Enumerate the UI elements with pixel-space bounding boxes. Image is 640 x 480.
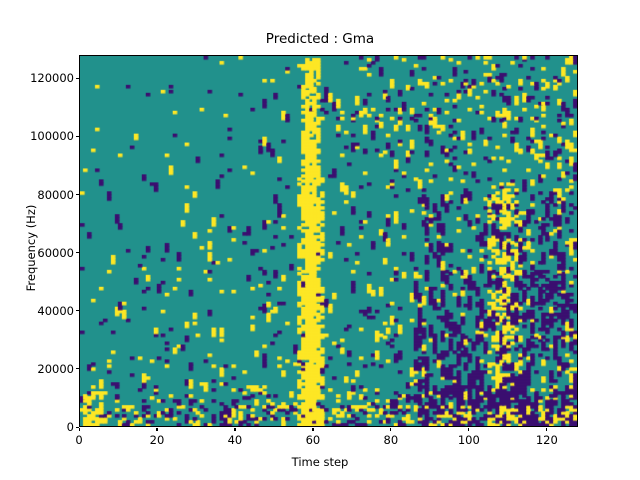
y-tick-label: 60000 bbox=[37, 245, 74, 260]
x-tick-mark bbox=[312, 427, 314, 431]
heatmap-image bbox=[80, 56, 577, 426]
y-tick-mark bbox=[75, 194, 79, 196]
x-tick-label: 20 bbox=[149, 433, 165, 447]
chart-title: Predicted : Gma bbox=[265, 31, 375, 47]
x-tick-label: 100 bbox=[457, 433, 480, 447]
y-tick-label: 0 bbox=[66, 420, 74, 434]
x-tick-mark bbox=[546, 427, 548, 431]
y-tick-label: 20000 bbox=[37, 361, 74, 376]
x-tick-mark bbox=[390, 427, 392, 431]
x-tick-label: 60 bbox=[305, 433, 321, 447]
x-tick-label: 0 bbox=[75, 433, 83, 447]
y-tick-label: 120000 bbox=[30, 71, 74, 86]
y-tick-mark bbox=[75, 426, 79, 428]
x-tick-mark bbox=[468, 427, 470, 431]
heatmap-axes bbox=[79, 55, 578, 427]
y-tick-label: 100000 bbox=[30, 129, 74, 144]
y-tick-label: 40000 bbox=[37, 303, 74, 318]
x-axis-label: Time step bbox=[291, 455, 349, 469]
x-tick-mark bbox=[234, 427, 236, 431]
x-tick-mark bbox=[78, 427, 80, 431]
x-tick-label: 120 bbox=[535, 433, 558, 447]
y-tick-mark bbox=[75, 368, 79, 370]
y-tick-mark bbox=[75, 135, 79, 137]
y-tick-mark bbox=[75, 252, 79, 254]
y-axis-label: Frequency (Hz) bbox=[24, 204, 38, 292]
y-tick-mark bbox=[75, 310, 79, 312]
y-tick-label: 80000 bbox=[37, 187, 74, 202]
x-tick-label: 80 bbox=[383, 433, 399, 447]
y-tick-mark bbox=[75, 77, 79, 79]
x-tick-label: 40 bbox=[227, 433, 243, 447]
x-tick-mark bbox=[156, 427, 158, 431]
